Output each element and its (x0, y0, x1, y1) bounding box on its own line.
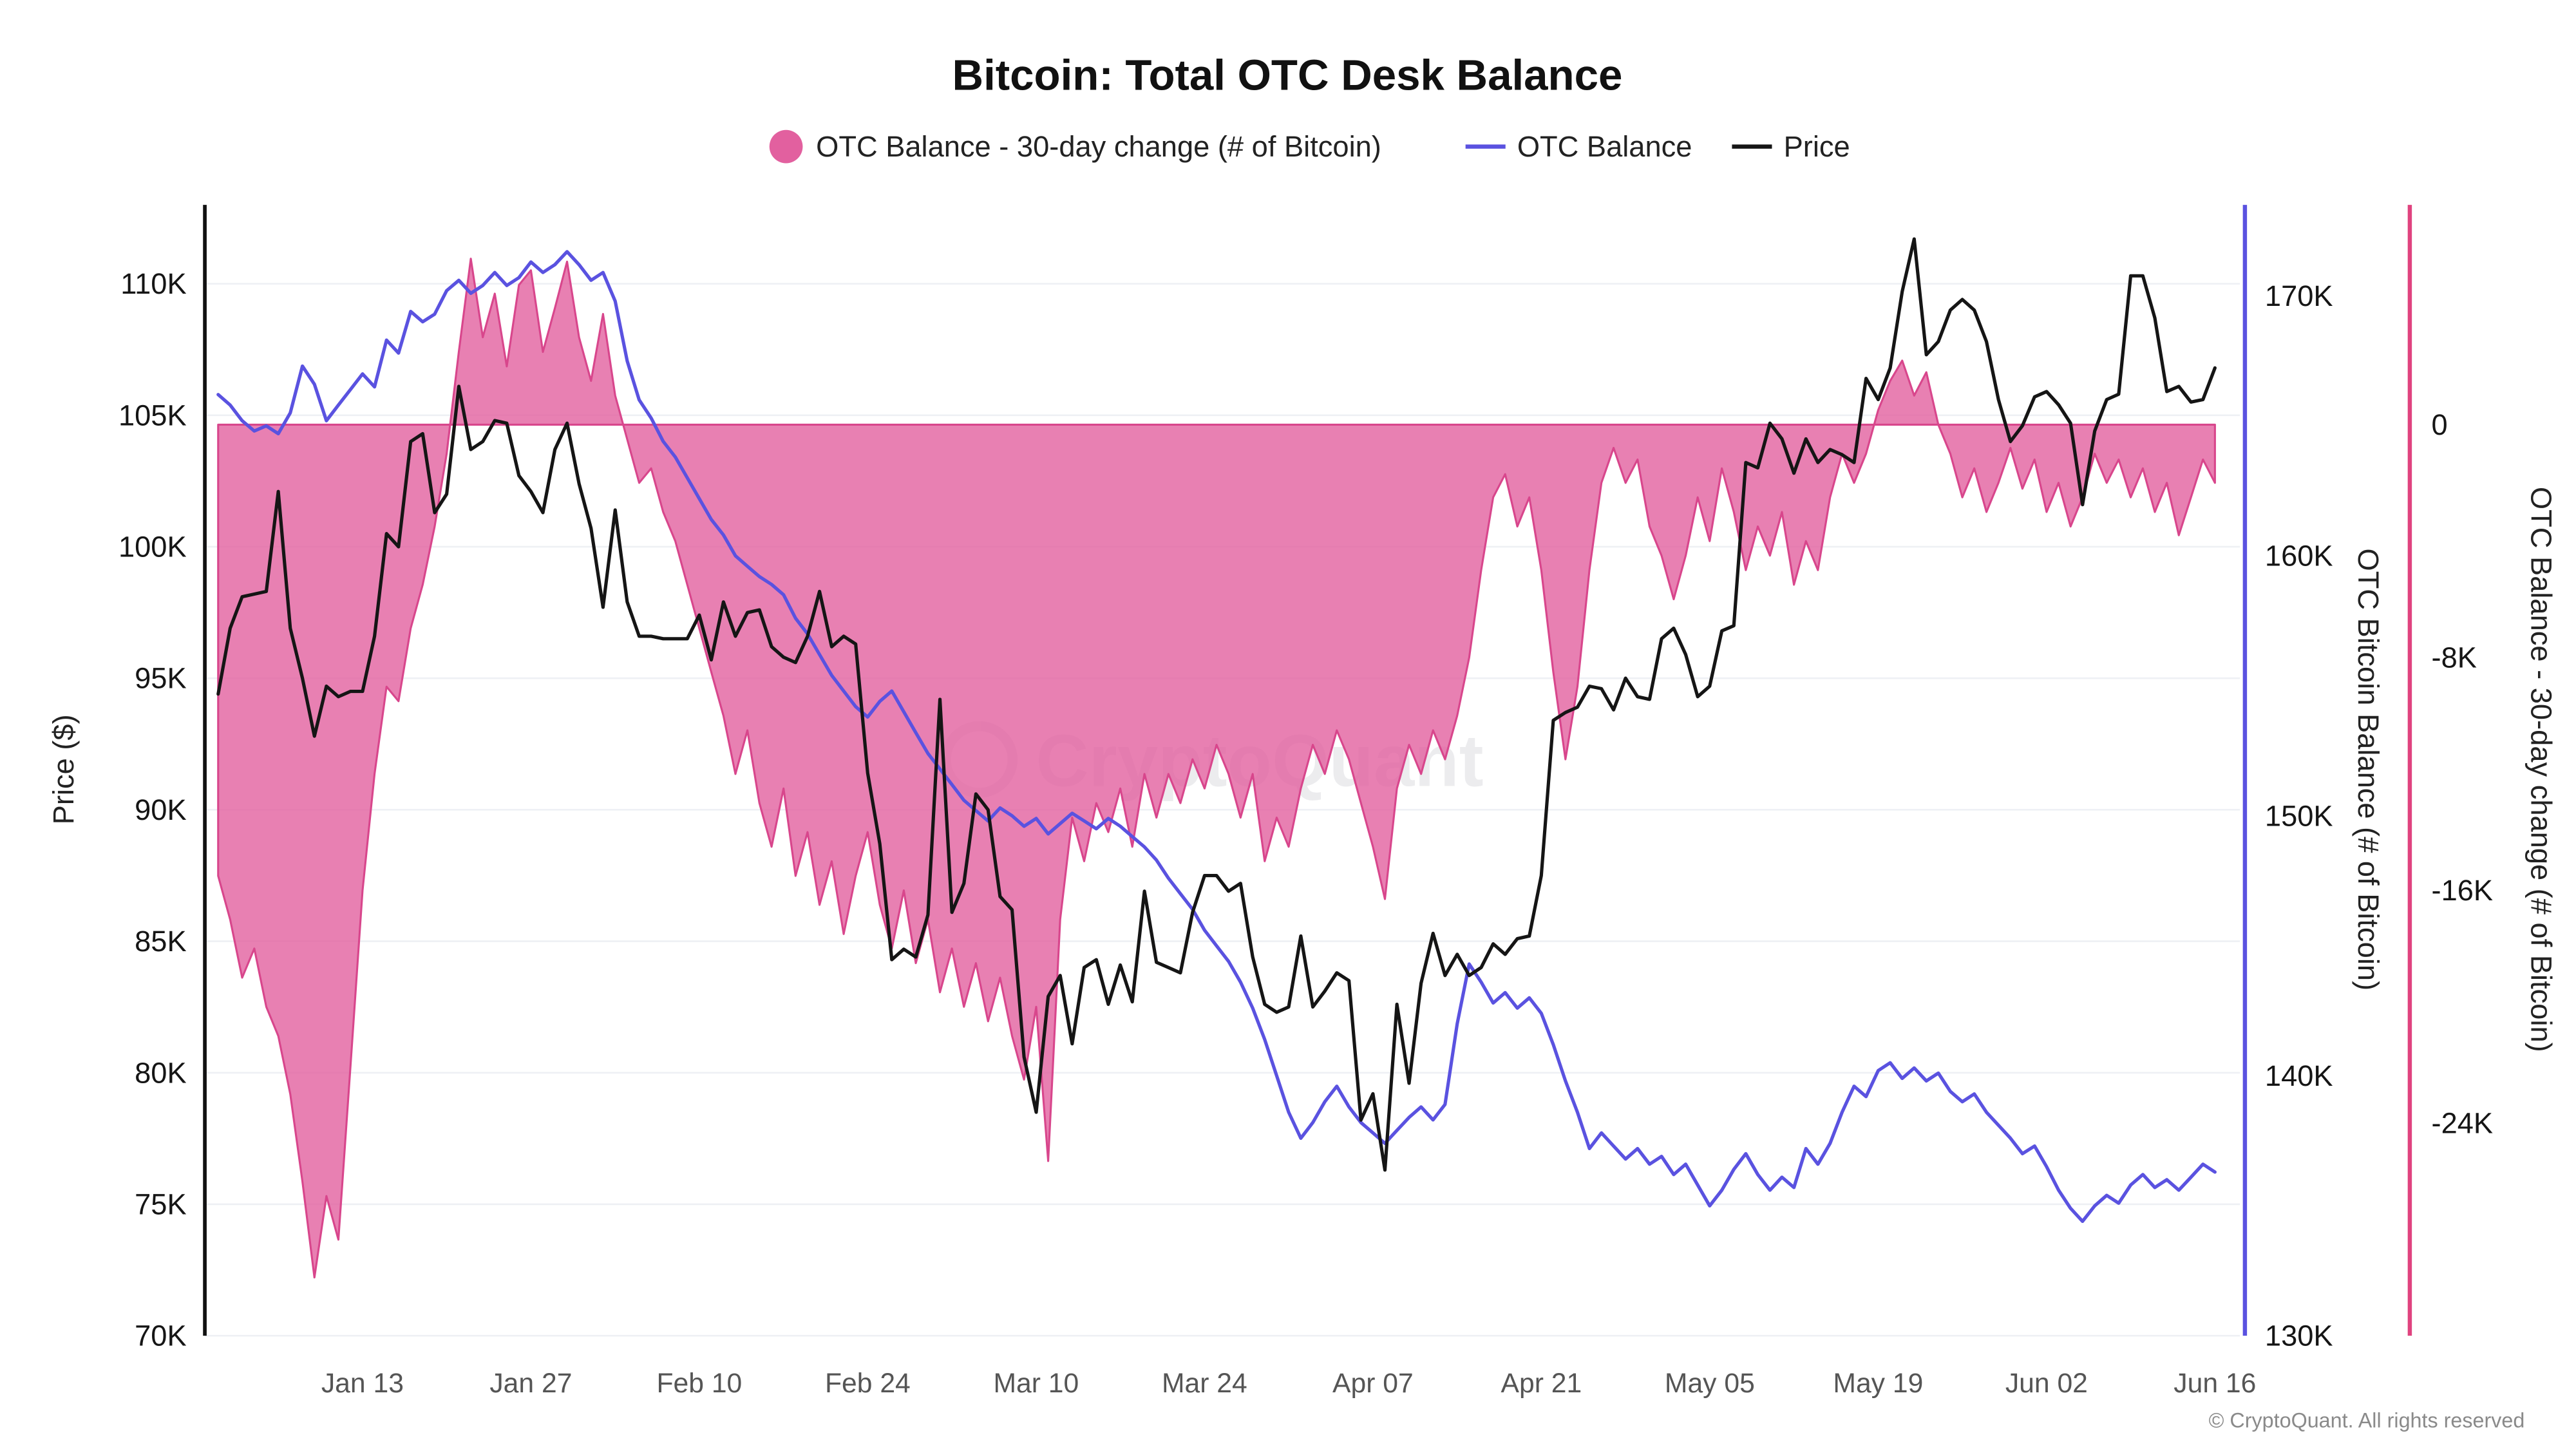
x-tick-label: Feb 24 (825, 1368, 911, 1399)
balance-tick-label: 150K (2265, 799, 2333, 832)
series-line-balance (216, 250, 2217, 1224)
legend-item-otc-balance[interactable]: OTC Balance (1465, 130, 1692, 163)
balance-tick-label: 160K (2265, 540, 2333, 573)
change-tick-label: -16K (2432, 874, 2494, 907)
area-otc-change (217, 258, 2216, 1279)
price-tick-label: 90K (135, 793, 187, 826)
y-axis-title-price: Price ($) (47, 714, 80, 824)
y-axis-title-balance: OTC Bitcoin Balance (# of Bitcoin) (2352, 549, 2385, 991)
x-tick-label: Apr 21 (1501, 1368, 1582, 1399)
x-tick-label: Jan 27 (489, 1368, 572, 1399)
x-tick-label: Jun 16 (2174, 1368, 2256, 1399)
legend-label-price: Price (1784, 130, 1850, 163)
series-line-price (216, 237, 2217, 1172)
x-tick-label: Jun 02 (2005, 1368, 2088, 1399)
x-tick-label: May 19 (1833, 1368, 1923, 1399)
price-tick-label: 85K (135, 925, 187, 958)
change-tick-label: -8K (2432, 641, 2477, 674)
plot-area: 70K 75K 80K 85K 90K 95K 100K 105K 110K 130K 140K 15… (118, 205, 2493, 1399)
legend-label-otc-change: OTC Balance - 30-day change (# of Bitcoi… (816, 130, 1381, 163)
balance-tick-label: 130K (2265, 1320, 2333, 1352)
copyright: © CryptoQuant. All rights reserved (2209, 1408, 2525, 1432)
price-tick-label: 70K (135, 1320, 187, 1352)
chart-title: Bitcoin: Total OTC Desk Balance (952, 52, 1623, 100)
price-tick-label: 95K (135, 662, 187, 695)
change-tick-label: -24K (2432, 1107, 2494, 1140)
y-axis-title-change: OTC Balance - 30-day change (# of Bitcoi… (2525, 487, 2558, 1052)
legend-label-otc-balance: OTC Balance (1517, 130, 1692, 163)
legend: OTC Balance - 30-day change (# of Bitcoi… (769, 129, 1850, 164)
price-tick-label: 80K (135, 1056, 187, 1089)
x-tick-label: Feb 10 (656, 1368, 742, 1399)
legend-item-otc-change[interactable]: OTC Balance - 30-day change (# of Bitcoi… (769, 129, 1381, 164)
legend-swatch-area-icon (769, 129, 803, 164)
price-tick-label: 75K (135, 1188, 187, 1220)
legend-item-price[interactable]: Price (1732, 130, 1850, 163)
price-tick-label: 105K (118, 399, 187, 431)
price-tick-label: 110K (120, 267, 186, 300)
balance-tick-label: 140K (2265, 1059, 2333, 1092)
x-tick-label: Mar 10 (994, 1368, 1079, 1399)
x-tick-label: May 05 (1665, 1368, 1755, 1399)
x-tick-label: Apr 07 (1332, 1368, 1414, 1399)
balance-tick-label: 170K (2265, 279, 2333, 312)
x-tick-label: Jan 13 (321, 1368, 404, 1399)
x-tick-label: Mar 24 (1162, 1368, 1247, 1399)
change-tick-label: 0 (2432, 408, 2448, 441)
price-tick-label: 100K (118, 531, 187, 564)
